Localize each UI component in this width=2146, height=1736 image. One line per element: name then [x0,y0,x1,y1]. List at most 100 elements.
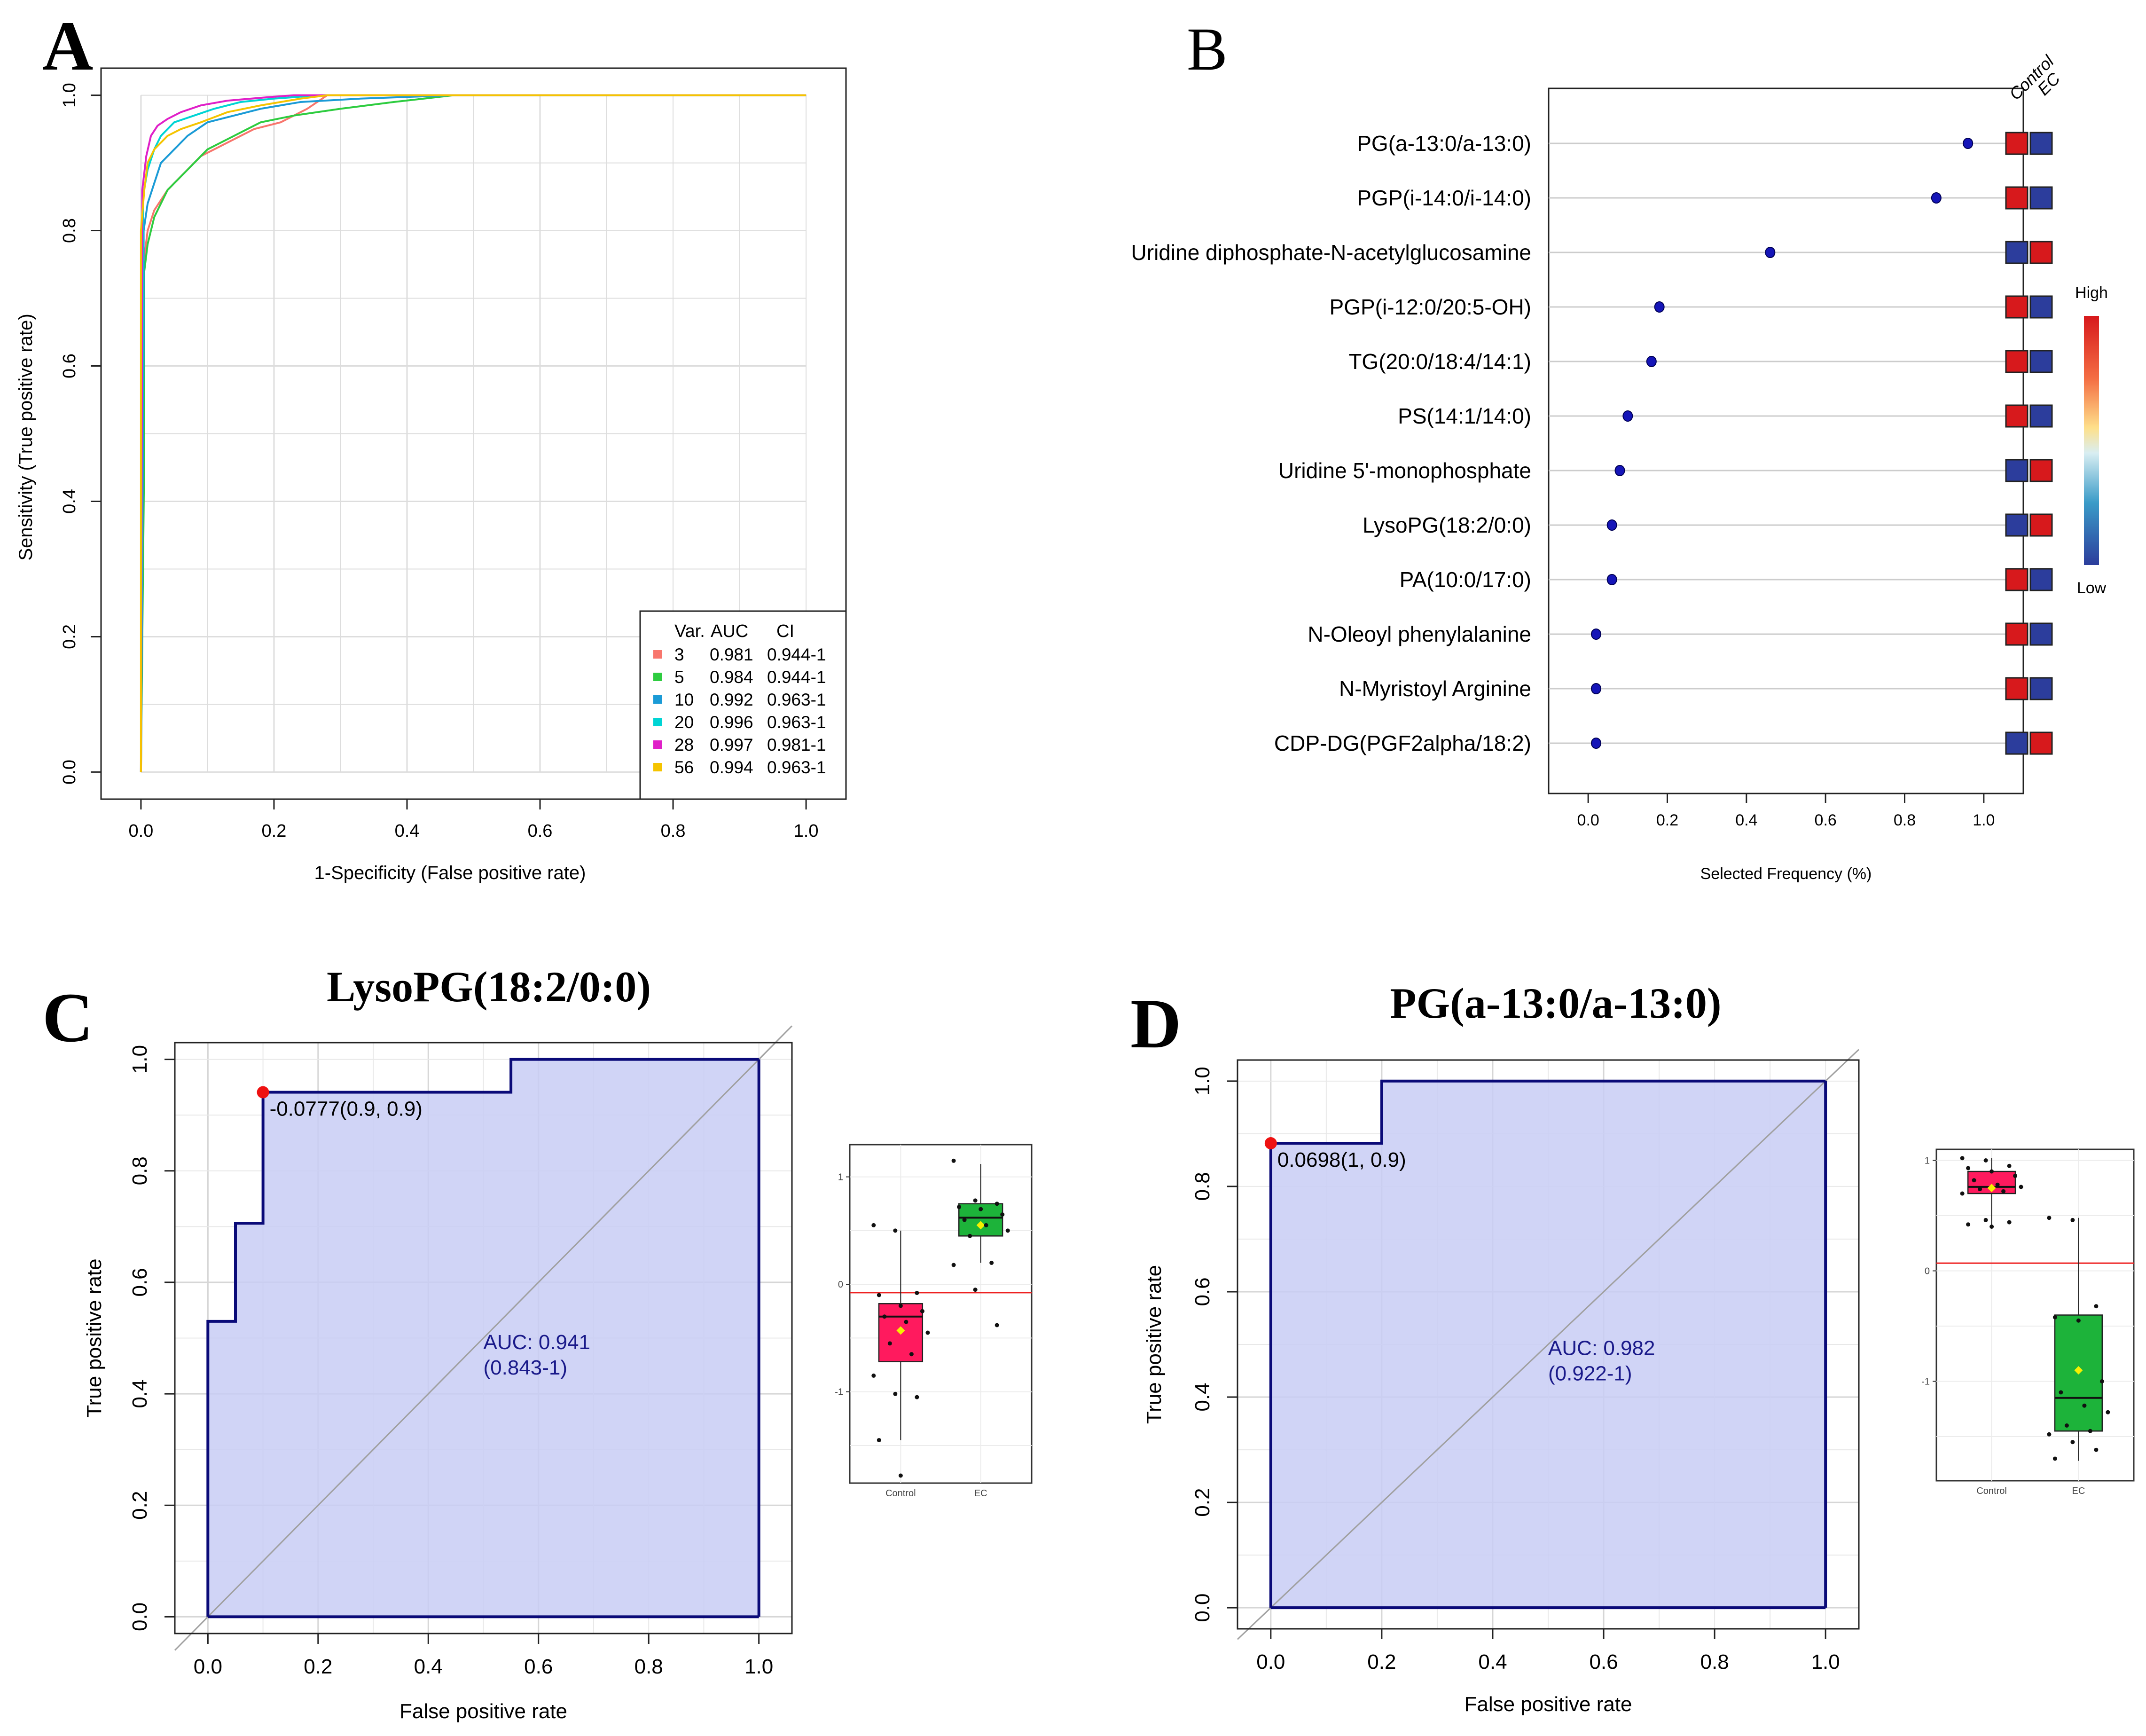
boxplot-frame [1935,1148,2135,1482]
colorbar-low-label: Low [2077,579,2107,597]
heat-cell-ec [2029,132,2053,155]
plot-frame [174,1042,793,1634]
x-tick-label: 1.0 [794,821,819,841]
frequency-dot [1614,465,1625,476]
data-point [1995,1182,2000,1187]
frequency-dot [1963,138,1974,149]
data-point [925,1330,930,1335]
data-point [2088,1429,2092,1433]
data-point [2094,1447,2099,1452]
feature-label: PG(a-13:0/a-13:0) [1357,131,1531,156]
y-tick-label: 0.4 [60,489,79,514]
frequency-dot [1931,192,1942,204]
legend-auc: 0.994 [710,758,753,777]
heat-cell-ec [2029,295,2053,319]
data-point [2059,1390,2063,1395]
legend-auc: 0.984 [710,668,753,687]
legend-ci: 0.944-1 [767,645,826,664]
colorbar-high-label: High [2075,284,2108,302]
heat-cell-control [2005,622,2029,646]
data-point [1960,1191,1965,1196]
data-point [1983,1218,1988,1222]
x-tick-label: 0.4 [1735,811,1757,829]
legend-var: 56 [674,758,694,777]
mean-marker [896,1326,905,1335]
heat-cell-control [2005,731,2029,755]
legend-var: 10 [674,690,694,709]
mean-marker [976,1221,985,1230]
legend-swatch-56 [653,763,662,771]
lysopg-roc-chart: -0.0777(0.9, 0.9) AUC: 0.941(0.843-1) 0.0 0… [83,1025,793,1723]
x-tick-label: 1.0 [1811,1650,1840,1673]
x-tick-label: 0.0 [1256,1650,1285,1673]
data-point [1005,1228,1010,1233]
x-tick-label: 0.8 [1700,1650,1729,1673]
cutoff-point [257,1086,269,1099]
roc-curve [206,1058,759,1617]
roc-series-56 [140,94,807,772]
data-point [984,1223,988,1227]
data-point [893,1391,898,1396]
legend-ci: 0.981-1 [767,735,826,754]
data-point [893,1228,898,1233]
data-point [2076,1318,2081,1323]
y-tick-label: 0.4 [128,1379,151,1408]
data-point [2070,1218,2075,1222]
y-tick-label: 0.8 [1191,1172,1214,1201]
feature-label: PGP(i-14:0/i-14:0) [1357,186,1531,210]
panel-c-title: LysoPG(18:2/0:0) [327,963,651,1011]
y-tick-label: 0 [1925,1266,1930,1277]
x-tick-label: 0.6 [524,1655,553,1678]
y-tick-label: 0.0 [60,760,79,785]
plot-frame [100,67,847,800]
legend-auc: 0.992 [710,690,753,709]
data-point [898,1304,903,1308]
selected-frequency-chart: PG(a-13:0/a-13:0) PGP(i-14:0/i-14:0) Uridi… [1131,51,2108,883]
x-tick-label: 0.2 [1656,811,1678,829]
y-tick-label: 0.6 [128,1268,151,1296]
lysopg-boxplot: Control EC 1 0 -1 [835,1144,1033,1499]
legend-swatch-5 [653,673,662,681]
legend-header-ci: CI [776,621,794,641]
y-tick-label: 0.2 [1191,1488,1214,1517]
group-label: Control [885,1488,916,1499]
data-point [951,1263,956,1267]
x-tick-label: 0.0 [128,821,153,841]
feature-label: Uridine diphosphate-N-acetylglucosamine [1131,240,1531,265]
heat-cell-control [2005,568,2029,591]
data-point [882,1314,887,1319]
panel-letter-b: B [1187,16,1228,83]
frequency-dot [1646,356,1657,367]
heat-cell-ec [2029,677,2053,700]
data-point [973,1198,978,1203]
group-label: Control [1976,1486,2006,1496]
data-point [1989,1225,1994,1229]
feature-label: CDP-DG(PGF2alpha/18:2) [1274,731,1531,755]
y-axis-label: True positive rate [83,1258,106,1417]
colorbar [2084,316,2099,565]
data-point [877,1438,881,1443]
heat-cell-control [2005,350,2029,373]
heat-cell-control [2005,295,2029,319]
data-point [951,1158,956,1163]
heat-cell-ec [2029,622,2053,646]
frequency-dot [1591,683,1601,694]
frequency-dot [1765,247,1776,258]
legend-ci: 0.963-1 [767,690,826,709]
data-point [2052,1315,2057,1320]
y-axis-label: Sensitivity (True positive rate) [16,314,36,560]
roc-series-5 [140,94,807,772]
chance-diagonal [174,1025,793,1651]
legend-auc: 0.981 [710,645,753,664]
data-point [1000,1212,1005,1217]
auc-label: AUC: 0.982 [1548,1336,1655,1359]
heat-cell-ec [2029,568,2053,591]
y-tick-label: 0 [838,1280,843,1290]
mean-marker [1987,1184,1996,1193]
roc-series-10 [140,94,807,772]
legend-box [639,610,847,800]
data-point [973,1288,978,1292]
frequency-dot [1606,574,1617,585]
heat-cell-control [2005,459,2029,482]
pg-roc-chart: 0.0698(1, 0.9) AUC: 0.982 (0.922-1) 0.0 0.2 0… [1143,1049,1860,1716]
